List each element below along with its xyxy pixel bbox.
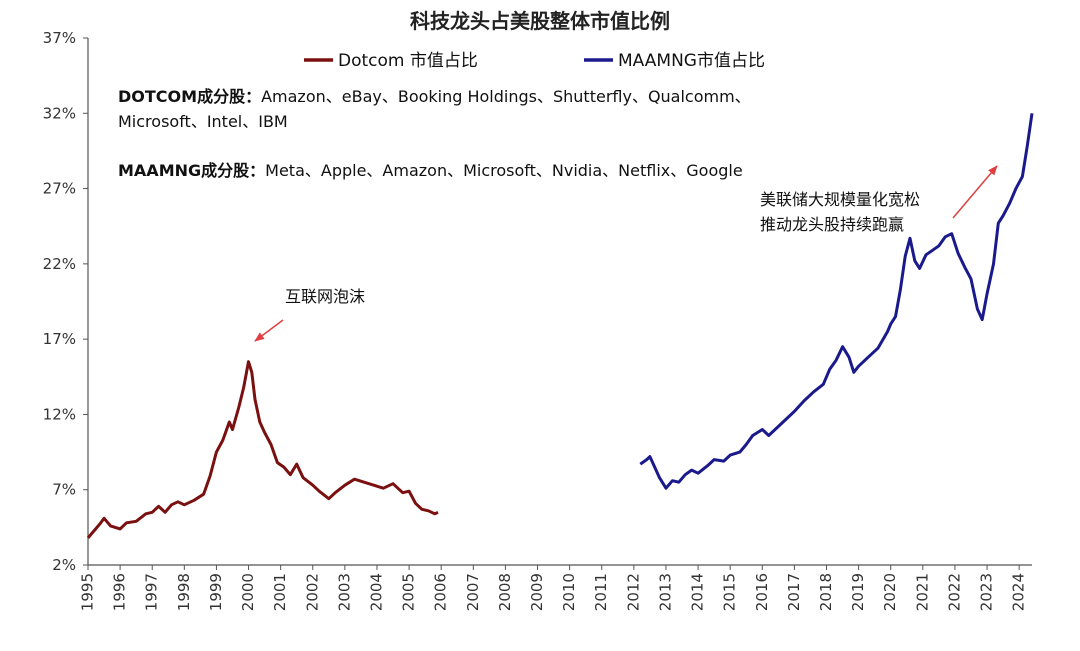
- x-tick-label: 2019: [849, 573, 867, 611]
- x-tick-label: 2018: [817, 573, 835, 611]
- annotation-qe-line-2: 推动龙头股持续跑赢: [760, 215, 904, 234]
- legend-label-dotcom: Dotcom 市值占比: [338, 51, 478, 71]
- x-tick-label: 2001: [271, 573, 289, 611]
- x-tick-label: 2000: [239, 573, 257, 611]
- note-maamng-line: MAAMNG成分股：Meta、Apple、Amazon、Microsoft、Nv…: [118, 161, 743, 180]
- x-tick-label: 2002: [303, 573, 321, 611]
- note-maamng-text: Meta、Apple、Amazon、Microsoft、Nvidia、Netfl…: [265, 161, 743, 180]
- x-tick-label: 2012: [624, 573, 642, 611]
- x-tick-label: 2009: [528, 573, 546, 611]
- x-tick-label: 2017: [785, 573, 803, 611]
- x-tick-label: 1997: [143, 573, 161, 611]
- series-line-maamng: [639, 113, 1034, 490]
- x-tick-label: 2024: [1010, 573, 1028, 611]
- annotation-qe: 美联储大规模量化宽松 推动龙头股持续跑赢: [760, 165, 998, 234]
- x-tick-label: 1996: [111, 573, 129, 611]
- note-dotcom-label: DOTCOM成分股：: [118, 87, 261, 106]
- annotation-qe-arrow: [952, 165, 998, 219]
- note-dotcom-line-1: DOTCOM成分股：Amazon、eBay、Booking Holdings、S…: [118, 87, 751, 106]
- y-tick-label: 27%: [43, 180, 76, 198]
- y-tick-label: 32%: [43, 104, 76, 122]
- legend: Dotcom 市值占比 MAAMNG市值占比: [304, 51, 765, 71]
- x-tick-label: 2020: [881, 573, 899, 611]
- y-tick-label: 12%: [43, 405, 76, 423]
- y-tick-label: 7%: [52, 481, 76, 499]
- x-tick-label: 2006: [432, 573, 450, 611]
- x-tick-label: 2004: [367, 573, 385, 611]
- annotation-bubble-text: 互联网泡沫: [285, 287, 365, 306]
- y-tick-label: 22%: [43, 255, 76, 273]
- constituents-note: DOTCOM成分股：Amazon、eBay、Booking Holdings、S…: [118, 87, 751, 180]
- y-tick-label: 2%: [52, 556, 76, 574]
- x-tick-label: 2014: [689, 573, 707, 611]
- x-tick-label: 2003: [335, 573, 353, 611]
- x-tick-label: 2015: [721, 573, 739, 611]
- x-tick-label: 2005: [400, 573, 418, 611]
- x-tick-label: 2011: [592, 573, 610, 611]
- x-axis-ticks: 1995 1996 1997 1998 1999 2000 2001 2002 2003 2004…: [79, 565, 1028, 611]
- chart-title: 科技龙头占美股整体市值比例: [410, 9, 670, 33]
- annotation-qe-line-1: 美联储大规模量化宽松: [760, 190, 920, 209]
- x-tick-label: 2016: [753, 573, 771, 611]
- y-tick-label: 17%: [43, 330, 76, 348]
- note-maamng-label: MAAMNG成分股：: [118, 161, 265, 180]
- legend-label-maamng: MAAMNG市值占比: [618, 51, 765, 71]
- x-tick-label: 2008: [496, 573, 514, 611]
- x-tick-label: 2013: [656, 573, 674, 611]
- x-tick-label: 2023: [978, 573, 996, 611]
- y-axis-ticks: 37% 32% 27% 22% 17% 12% 7% 2%: [43, 29, 88, 574]
- note-dotcom-text: Amazon、eBay、Booking Holdings、Shutterfly、…: [261, 87, 751, 106]
- x-tick-label: 1999: [207, 573, 225, 611]
- x-tick-label: 2007: [464, 573, 482, 611]
- x-tick-label: 2021: [913, 573, 931, 611]
- x-tick-label: 2022: [945, 573, 963, 611]
- x-tick-label: 2010: [560, 573, 578, 611]
- x-tick-label: 1998: [175, 573, 193, 611]
- annotation-bubble-arrow: [254, 319, 284, 342]
- note-dotcom-line-2: Microsoft、Intel、IBM: [118, 112, 288, 131]
- x-tick-label: 1995: [79, 573, 97, 611]
- annotation-bubble: 互联网泡沫: [254, 287, 365, 342]
- series-line-dotcom: [86, 360, 439, 539]
- y-tick-label: 37%: [43, 29, 76, 47]
